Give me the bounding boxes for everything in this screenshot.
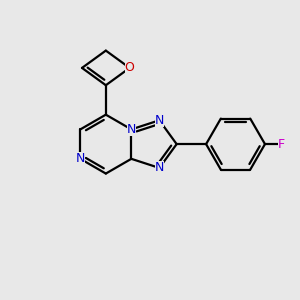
Text: N: N [154,161,164,174]
Text: F: F [278,138,285,151]
Text: N: N [127,123,136,136]
Text: N: N [76,152,85,165]
Text: O: O [125,61,135,74]
Text: N: N [154,114,164,127]
